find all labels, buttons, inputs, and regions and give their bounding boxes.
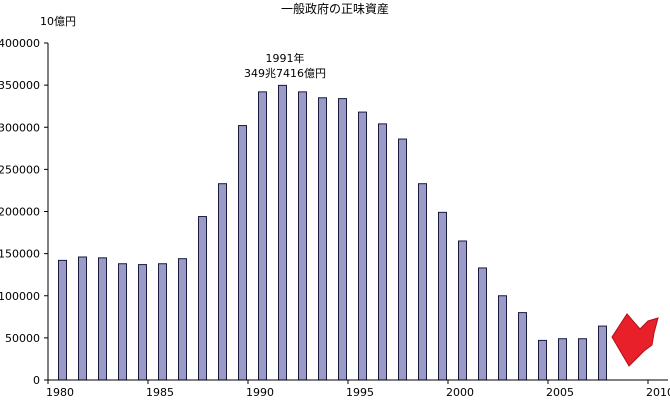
x-tick-label: 1980 <box>46 386 74 399</box>
x-tick-label: 2005 <box>546 386 574 399</box>
peak-annotation-value: 349兆7416億円 <box>244 67 326 80</box>
bar-1988 <box>218 183 227 381</box>
x-tick-label: 1985 <box>146 386 174 399</box>
y-tick-label: 100000 <box>0 290 40 303</box>
bar-2000 <box>458 240 467 381</box>
bar-2006 <box>578 338 587 381</box>
bar-1997 <box>398 138 407 381</box>
x-tick-label: 1995 <box>346 386 374 399</box>
x-tick-label: 2000 <box>446 386 474 399</box>
y-tick-label: 0 <box>33 374 40 387</box>
bar-1998 <box>418 183 427 381</box>
y-tick-label: 350000 <box>0 79 40 92</box>
bar-1984 <box>138 264 147 381</box>
bar-1983 <box>118 263 127 381</box>
bar-1980 <box>58 259 67 381</box>
bar-1995 <box>358 111 367 381</box>
bar-1986 <box>178 258 187 381</box>
chart-title: 一般政府の正味資産 <box>281 1 389 16</box>
y-tick-label: 200000 <box>0 206 40 219</box>
bar-2002 <box>498 295 507 381</box>
bar-2007 <box>598 325 607 381</box>
bar-1993 <box>318 97 327 381</box>
bar-1990 <box>258 91 267 381</box>
bar-1991 <box>278 84 287 381</box>
bar-2004 <box>538 339 547 381</box>
y-axis-label: 10億円 <box>40 15 76 28</box>
bar-series <box>58 84 607 381</box>
bar-2001 <box>478 267 487 381</box>
bar-1996 <box>378 123 387 381</box>
x-axis: 1980 1985 1990 1995 2000 2005 2010 <box>46 380 670 399</box>
bar-1994 <box>338 98 347 381</box>
peak-annotation-year: 1991年 <box>266 51 305 65</box>
bar-1987 <box>198 216 207 381</box>
y-axis: 0 50000 100000 150000 200000 250000 300000 3500… <box>0 37 48 387</box>
upward-trend-arrow-icon <box>611 313 659 367</box>
bar-1981 <box>78 256 87 381</box>
y-tick-label: 250000 <box>0 163 40 176</box>
y-tick-label: 300000 <box>0 121 40 134</box>
bar-2003 <box>518 312 527 381</box>
x-tick-label: 2010 <box>646 386 670 399</box>
x-tick-label: 1990 <box>246 386 274 399</box>
bar-2005 <box>558 338 567 381</box>
bar-1992 <box>298 91 307 381</box>
y-tick-label: 50000 <box>5 332 40 345</box>
bar-1982 <box>98 257 107 381</box>
y-tick-label: 400000 <box>0 37 40 50</box>
y-tick-label: 150000 <box>0 248 40 261</box>
bar-1989 <box>238 125 247 381</box>
bar-1999 <box>438 211 447 381</box>
bar-1985 <box>158 263 167 381</box>
